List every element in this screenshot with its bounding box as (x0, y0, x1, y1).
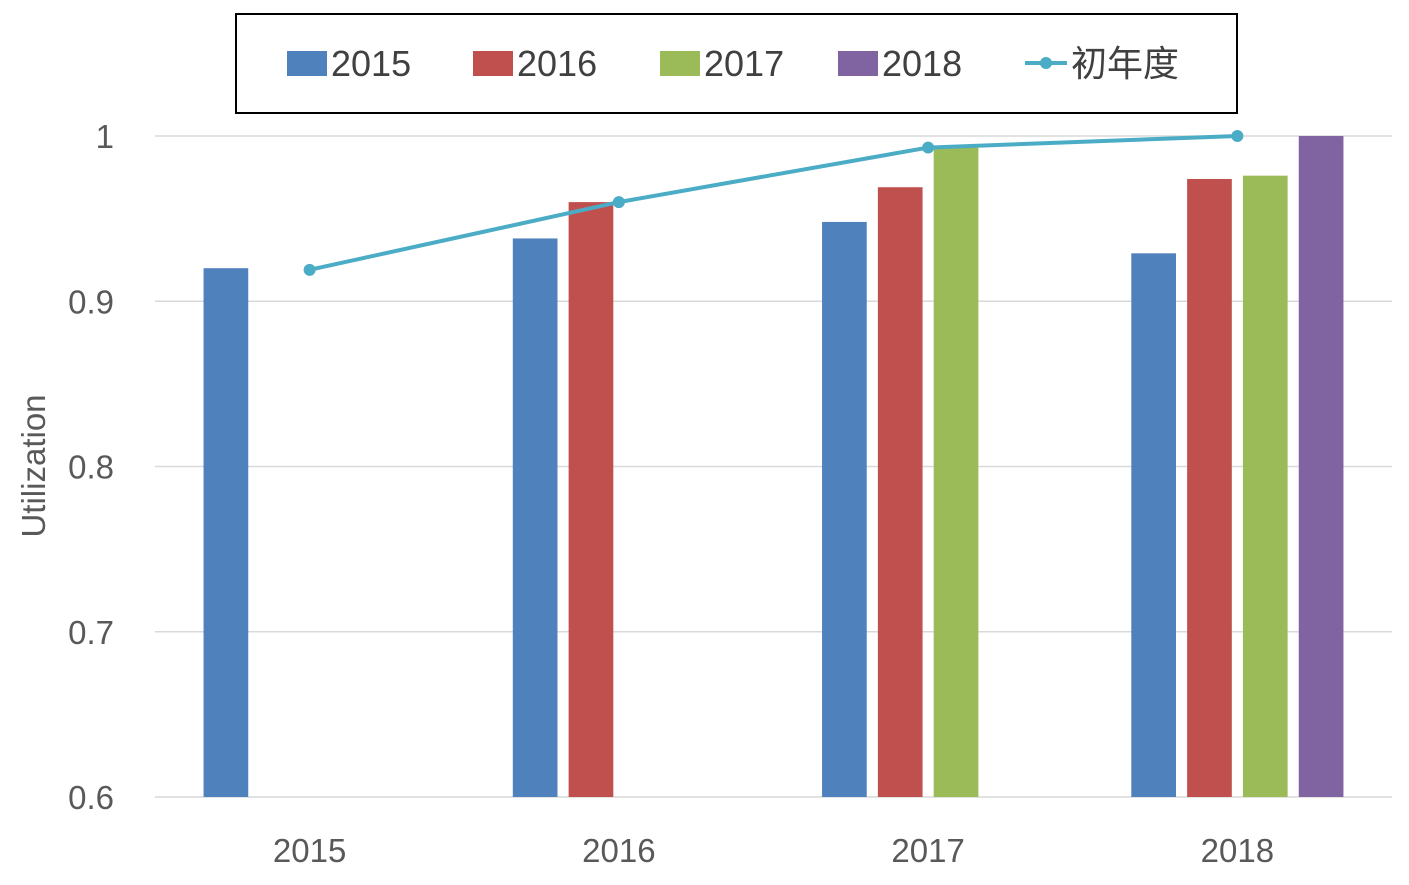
y-tick-label: 0.8 (68, 449, 114, 486)
legend-swatch-2018 (838, 51, 878, 76)
y-tick-label: 0.9 (68, 283, 114, 320)
y-axis-title: Utilization (15, 394, 52, 537)
bar-2015-2018 (1131, 253, 1176, 797)
legend-label: 初年度 (1071, 43, 1179, 84)
legend-marker (1040, 57, 1052, 69)
line-initial-year (309, 134, 1238, 272)
y-axis-ticks: 0.6 0.7 0.8 0.9 1 (68, 118, 114, 816)
bar-2015-2016 (512, 238, 558, 797)
x-tick-label: 2017 (891, 832, 964, 869)
line-point (922, 141, 935, 154)
line-point (1231, 130, 1244, 142)
x-axis-ticks: 2015 2016 2017 2018 (273, 832, 1274, 869)
bar-2017-2018 (1242, 175, 1288, 797)
legend-label: 2016 (517, 43, 597, 84)
legend-swatch-2015 (287, 51, 327, 76)
legend-border (235, 13, 1238, 114)
legend: 2015 2016 2017 2018 初年度 (235, 13, 1238, 114)
legend-label: 2018 (882, 43, 962, 84)
line-series (303, 130, 1244, 276)
legend-label: 2017 (704, 43, 784, 84)
legend-swatch-2016 (473, 51, 513, 76)
legend-swatch-2017 (660, 51, 700, 76)
x-tick-label: 2016 (582, 832, 655, 869)
bar-2016-2016 (568, 202, 614, 798)
line-point (303, 263, 316, 276)
y-tick-label: 1 (96, 118, 114, 155)
bar-2015-2015 (203, 268, 249, 797)
bar-2016-2017 (877, 187, 923, 798)
bar-2017-2017 (933, 147, 979, 797)
x-tick-label: 2015 (273, 832, 346, 869)
y-tick-label: 0.7 (68, 614, 114, 651)
bar-series (203, 136, 1344, 798)
legend-label: 2015 (331, 43, 411, 84)
bar-2015-2017 (822, 221, 867, 797)
x-tick-label: 2018 (1201, 832, 1274, 869)
bar-2016-2018 (1187, 178, 1232, 798)
gridlines (155, 135, 1392, 798)
y-tick-label: 0.6 (68, 779, 114, 816)
bar-2018-2018 (1298, 136, 1344, 797)
line-point (612, 196, 625, 209)
